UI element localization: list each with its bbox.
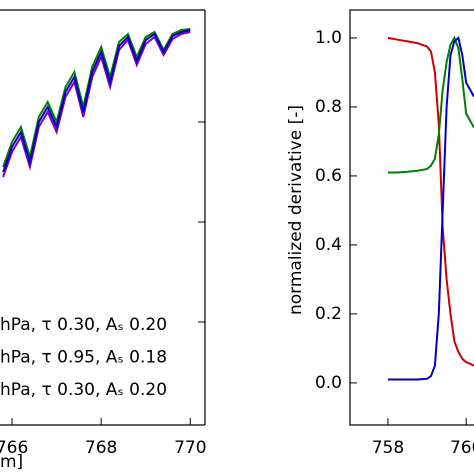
data-line [387, 36, 474, 381]
x-axis-label: m] [0, 452, 23, 472]
legend-label: hPa, τ 0.30, Aₛ 0.20 [0, 380, 167, 400]
data-line [387, 35, 474, 174]
data-line [2, 29, 191, 173]
x-tick-label: 760 [450, 438, 474, 458]
y-tick-label: 0.2 [315, 304, 342, 324]
y-tick-label: 0.4 [315, 235, 342, 255]
y-tick-label: 0.6 [315, 166, 342, 186]
y-axis-label: normalized derivative [-] [286, 105, 306, 315]
legend-label: hPa, τ 0.30, Aₛ 0.20 [0, 315, 167, 335]
x-tick-label: 770 [174, 438, 206, 458]
data-line [2, 31, 191, 178]
x-tick-label: 766 [0, 438, 28, 458]
right-frame [349, 9, 474, 426]
y-tick-label: 0.0 [315, 373, 342, 393]
data-line [387, 36, 474, 367]
y-tick-label: 1.0 [315, 28, 342, 48]
x-tick-label: 758 [372, 438, 404, 458]
x-tick-label: 768 [85, 438, 117, 458]
y-tick-label: 0.8 [315, 97, 342, 117]
legend-label: hPa, τ 0.95, Aₛ 0.18 [0, 348, 167, 368]
